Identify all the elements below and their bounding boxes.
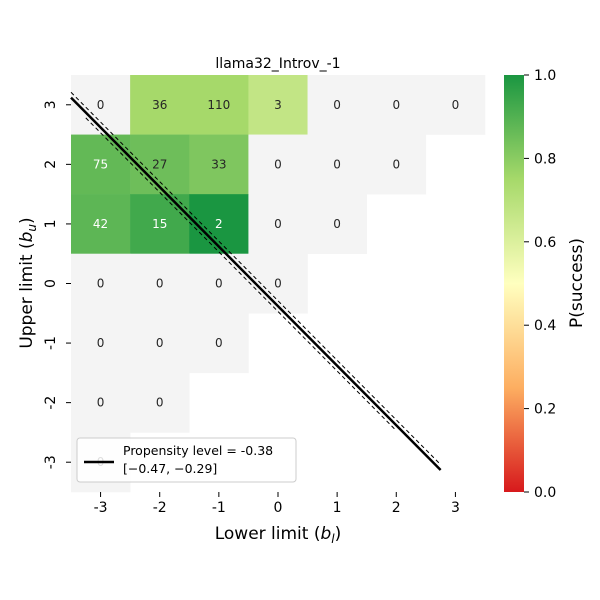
cell-count-label: 0 — [392, 98, 400, 112]
cell-count-label: 27 — [152, 157, 167, 171]
y-tick-label: 1 — [43, 219, 59, 228]
heatmap-cell — [71, 372, 131, 433]
heatmap-cell — [366, 75, 427, 135]
cell-count-label: 0 — [97, 336, 105, 350]
x-tick-label: -3 — [94, 500, 108, 516]
cell-count-label: 0 — [274, 217, 282, 231]
colorbar-tick-label: 0.2 — [534, 402, 556, 418]
x-tick-label: 1 — [333, 500, 342, 516]
heatmap-cell — [71, 134, 131, 195]
heatmap-cell — [130, 75, 190, 135]
cell-count-label: 0 — [274, 157, 282, 171]
heatmap-cell — [307, 194, 367, 255]
heatmap-cell — [189, 194, 249, 255]
cell-count-label: 42 — [93, 217, 108, 231]
heatmap-cell — [366, 134, 427, 195]
cell-count-label: 0 — [215, 336, 223, 350]
heatmap-cells: 036110300075273300042152000000000000 — [71, 75, 486, 493]
cell-count-label: 0 — [215, 276, 223, 290]
legend-label: Propensity level = -0.38 — [123, 443, 273, 458]
y-tick-label: -3 — [43, 455, 59, 469]
x-tick-label: 0 — [274, 500, 283, 516]
x-axis-title: Lower limit (bl) — [215, 524, 342, 546]
heatmap-cell — [71, 75, 131, 135]
heatmap-cell — [189, 313, 249, 374]
ci-lower-line — [85, 117, 397, 431]
heatmap-cell — [189, 134, 249, 195]
heatmap-cell — [130, 253, 190, 314]
cell-count-label: 110 — [207, 98, 230, 112]
heatmap-cell — [189, 75, 249, 135]
colorbar-tick-label: 0.6 — [534, 235, 556, 251]
x-axis-ticks: -3 -2 -1 0 1 2 3 — [94, 491, 460, 516]
y-tick-label: -1 — [43, 336, 59, 350]
y-axis-title: Upper limit (bu) — [17, 217, 39, 348]
x-tick-label: -2 — [153, 500, 167, 516]
heatmap-cell — [307, 134, 367, 195]
colorbar-tick-label: 0.0 — [534, 485, 556, 501]
heatmap-cell — [71, 253, 131, 314]
heatmap-cell — [248, 253, 308, 314]
heatmap-cell — [130, 372, 190, 433]
colorbar-tick-label: 0.8 — [534, 151, 556, 167]
cell-count-label: 0 — [452, 98, 460, 112]
x-tick-label: -1 — [212, 500, 226, 516]
legend-box — [76, 437, 297, 483]
propensity-line — [70, 96, 442, 471]
colorbar-tick-label: 0.4 — [534, 318, 556, 334]
heatmap-cell — [248, 75, 308, 135]
cell-count-label: 0 — [333, 217, 341, 231]
cell-count-label: 15 — [152, 217, 167, 231]
cell-count-label: 2 — [215, 217, 223, 231]
colorbar-ticks: 0.0 0.2 0.4 0.6 0.8 1.0 — [524, 68, 556, 501]
y-tick-label: 3 — [43, 100, 59, 109]
x-tick-label: 3 — [451, 500, 460, 516]
cell-count-label: 3 — [274, 98, 282, 112]
y-tick-label: -2 — [43, 396, 59, 410]
cell-count-label: 33 — [211, 157, 226, 171]
cell-count-label: 0 — [97, 98, 105, 112]
heatmap-cell — [130, 134, 190, 195]
cell-count-label: 75 — [93, 157, 108, 171]
cell-count-label: 0 — [392, 157, 400, 171]
ci-upper-line — [70, 91, 441, 465]
y-tick-label: 0 — [43, 279, 59, 288]
cell-count-label: 36 — [152, 98, 167, 112]
y-tick-label: 2 — [43, 160, 59, 169]
colorbar-gradient — [504, 75, 524, 492]
heatmap-cell — [130, 194, 190, 255]
heatmap-cell — [425, 75, 486, 135]
heatmap-cell — [71, 194, 131, 255]
legend-ci-label: [−0.47, −0.29] — [123, 461, 217, 476]
legend: Propensity level = -0.38 [−0.47, −0.29] — [76, 437, 297, 483]
colorbar: 0.0 0.2 0.4 0.6 0.8 1.0 P(success) — [504, 68, 587, 501]
cell-count-label: 0 — [156, 336, 164, 350]
heatmap-cell — [307, 75, 367, 135]
cell-count-label: 0 — [97, 276, 105, 290]
heatmap-cell — [248, 194, 308, 255]
cell-count-label: 0 — [274, 276, 282, 290]
chart-title: llama32_Introv_-1 — [215, 56, 340, 72]
heatmap-cell — [130, 313, 190, 374]
x-tick-label: 2 — [392, 500, 401, 516]
cell-count-label: 0 — [156, 396, 164, 410]
cell-count-label: 0 — [333, 157, 341, 171]
cell-count-label: 0 — [156, 276, 164, 290]
colorbar-label: P(success) — [567, 238, 587, 328]
propensity-lines — [70, 91, 442, 471]
heatmap-cell — [71, 313, 131, 374]
cell-count-label: 0 — [333, 98, 341, 112]
heatmap-cell — [189, 253, 249, 314]
heatmap-cell — [248, 134, 308, 195]
cell-count-label: 0 — [97, 396, 105, 410]
y-axis-ticks: 3 2 1 0 -1 -2 -3 — [43, 100, 71, 469]
colorbar-tick-label: 1.0 — [534, 68, 556, 84]
